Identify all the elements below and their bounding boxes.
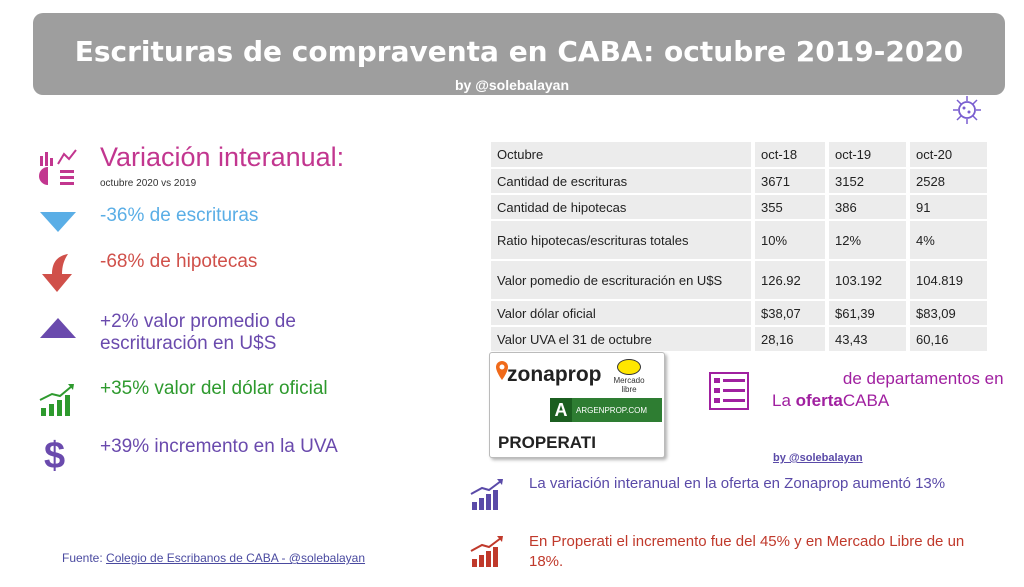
- handshake-icon: [617, 359, 641, 375]
- mercadolibre-label: libre: [621, 385, 637, 394]
- variacion-subtitle: octubre 2020 vs 2019: [100, 178, 197, 189]
- mercadolibre-label: Mercado: [613, 376, 645, 385]
- oferta-byline: by @solebalayan: [773, 452, 863, 464]
- table-cell: Valor UVA el 31 de octubre: [491, 327, 751, 351]
- table-row: Valor dólar oficial $38,07 $61,39 $83,09: [491, 301, 987, 325]
- zonaprop-logo: zonaprop: [507, 363, 602, 386]
- stat-hipotecas: -68% de hipotecas: [100, 251, 258, 272]
- checklist-icon: [709, 372, 749, 410]
- table-cell: $38,07: [751, 301, 825, 325]
- source-footer: Fuente: Colegio de Escribanos de CABA - …: [62, 551, 365, 565]
- table-cell: 3671: [751, 169, 825, 193]
- source-label: Fuente:: [62, 551, 107, 565]
- argenprop-logo: A ARGENPROP.COM: [550, 398, 662, 422]
- virus-icon: [953, 96, 981, 124]
- triangle-up-icon: [40, 318, 76, 338]
- table-row: Cantidad de escrituras 3671 3152 2528: [491, 169, 987, 193]
- oferta-text: de departamentos en CABA: [842, 369, 1004, 410]
- table-cell: 104.819: [906, 261, 987, 299]
- table-cell: Cantidad de hipotecas: [491, 195, 751, 219]
- mercadolibre-logo: Mercado libre: [607, 359, 651, 394]
- arrow-down-icon: [42, 254, 72, 292]
- source-link[interactable]: Colegio de Escribanos de CABA - @solebal…: [106, 551, 366, 565]
- oferta-heading: La oferta de departamentos en CABA: [772, 368, 1008, 412]
- table-cell: Valor pomedio de escrituración en U$S: [491, 261, 751, 299]
- table-cell: 103.192: [825, 261, 906, 299]
- table-row: Cantidad de hipotecas 355 386 91: [491, 195, 987, 219]
- table-cell: 4%: [906, 221, 987, 259]
- table-cell: 3152: [825, 169, 906, 193]
- growth-chart-icon: [39, 384, 74, 416]
- table-cell: Cantidad de escrituras: [491, 169, 751, 193]
- zonaprop-note: La variación interanual en la oferta en …: [529, 475, 946, 492]
- table-header-cell: oct-18: [751, 142, 825, 167]
- dollar-icon: $: [44, 435, 66, 477]
- stat-uva: +39% incremento en la UVA: [100, 436, 338, 457]
- table-cell: Valor dólar oficial: [491, 301, 751, 325]
- table-cell: 2528: [906, 169, 987, 193]
- oferta-text: La: [772, 391, 796, 410]
- chart-pie-icon: [39, 149, 77, 185]
- table-cell: 386: [825, 195, 906, 219]
- page-title: Escrituras de compraventa en CABA: octub…: [74, 35, 964, 68]
- stat-dolar: +35% valor del dólar oficial: [100, 378, 328, 399]
- triangle-down-icon: [40, 212, 76, 232]
- table-cell: 355: [751, 195, 825, 219]
- stat-valor-promedio: +2% valor promedio de escrituración en U…: [100, 311, 296, 354]
- table-row: Valor pomedio de escrituración en U$S 12…: [491, 261, 987, 299]
- table-header-row: Octubre oct-18 oct-19 oct-20: [491, 142, 987, 167]
- table-cell: 91: [906, 195, 987, 219]
- table-header-cell: Octubre: [491, 142, 751, 167]
- table-row: Ratio hipotecas/escrituras totales 10% 1…: [491, 221, 987, 259]
- data-table: Octubre oct-18 oct-19 oct-20 Cantidad de…: [491, 140, 987, 353]
- table-cell: 28,16: [751, 327, 825, 351]
- table-cell: $61,39: [825, 301, 906, 325]
- table-cell: 10%: [751, 221, 825, 259]
- argenprop-letter: A: [550, 398, 572, 422]
- properati-note: En Properati el incremento fue del 45% y…: [529, 533, 965, 570]
- table-header-cell: oct-20: [906, 142, 987, 167]
- argenprop-label: ARGENPROP.COM: [576, 406, 647, 415]
- zonaprop-pin-icon: [496, 361, 508, 380]
- byline: by @solebalayan: [454, 77, 570, 93]
- table-cell: $83,09: [906, 301, 987, 325]
- table-cell: Ratio hipotecas/escrituras totales: [491, 221, 751, 259]
- table-header-cell: oct-19: [825, 142, 906, 167]
- table-cell: 12%: [825, 221, 906, 259]
- variacion-title: Variación interanual:: [100, 142, 345, 172]
- table-row: Valor UVA el 31 de octubre 28,16 43,43 6…: [491, 327, 987, 351]
- title-banner: Escrituras de compraventa en CABA: octub…: [33, 13, 1005, 95]
- table-cell: 60,16: [906, 327, 987, 351]
- growth-chart-icon: [470, 479, 503, 510]
- stat-escrituras: -36% de escrituras: [100, 205, 259, 226]
- portal-logos: zonaprop Mercado libre A ARGENPROP.COM P…: [489, 352, 665, 458]
- oferta-bold: oferta: [795, 391, 843, 410]
- table-cell: 126.92: [751, 261, 825, 299]
- properati-logo: PROPERATI: [498, 433, 596, 452]
- table-cell: 43,43: [825, 327, 906, 351]
- growth-chart-icon: [470, 536, 503, 567]
